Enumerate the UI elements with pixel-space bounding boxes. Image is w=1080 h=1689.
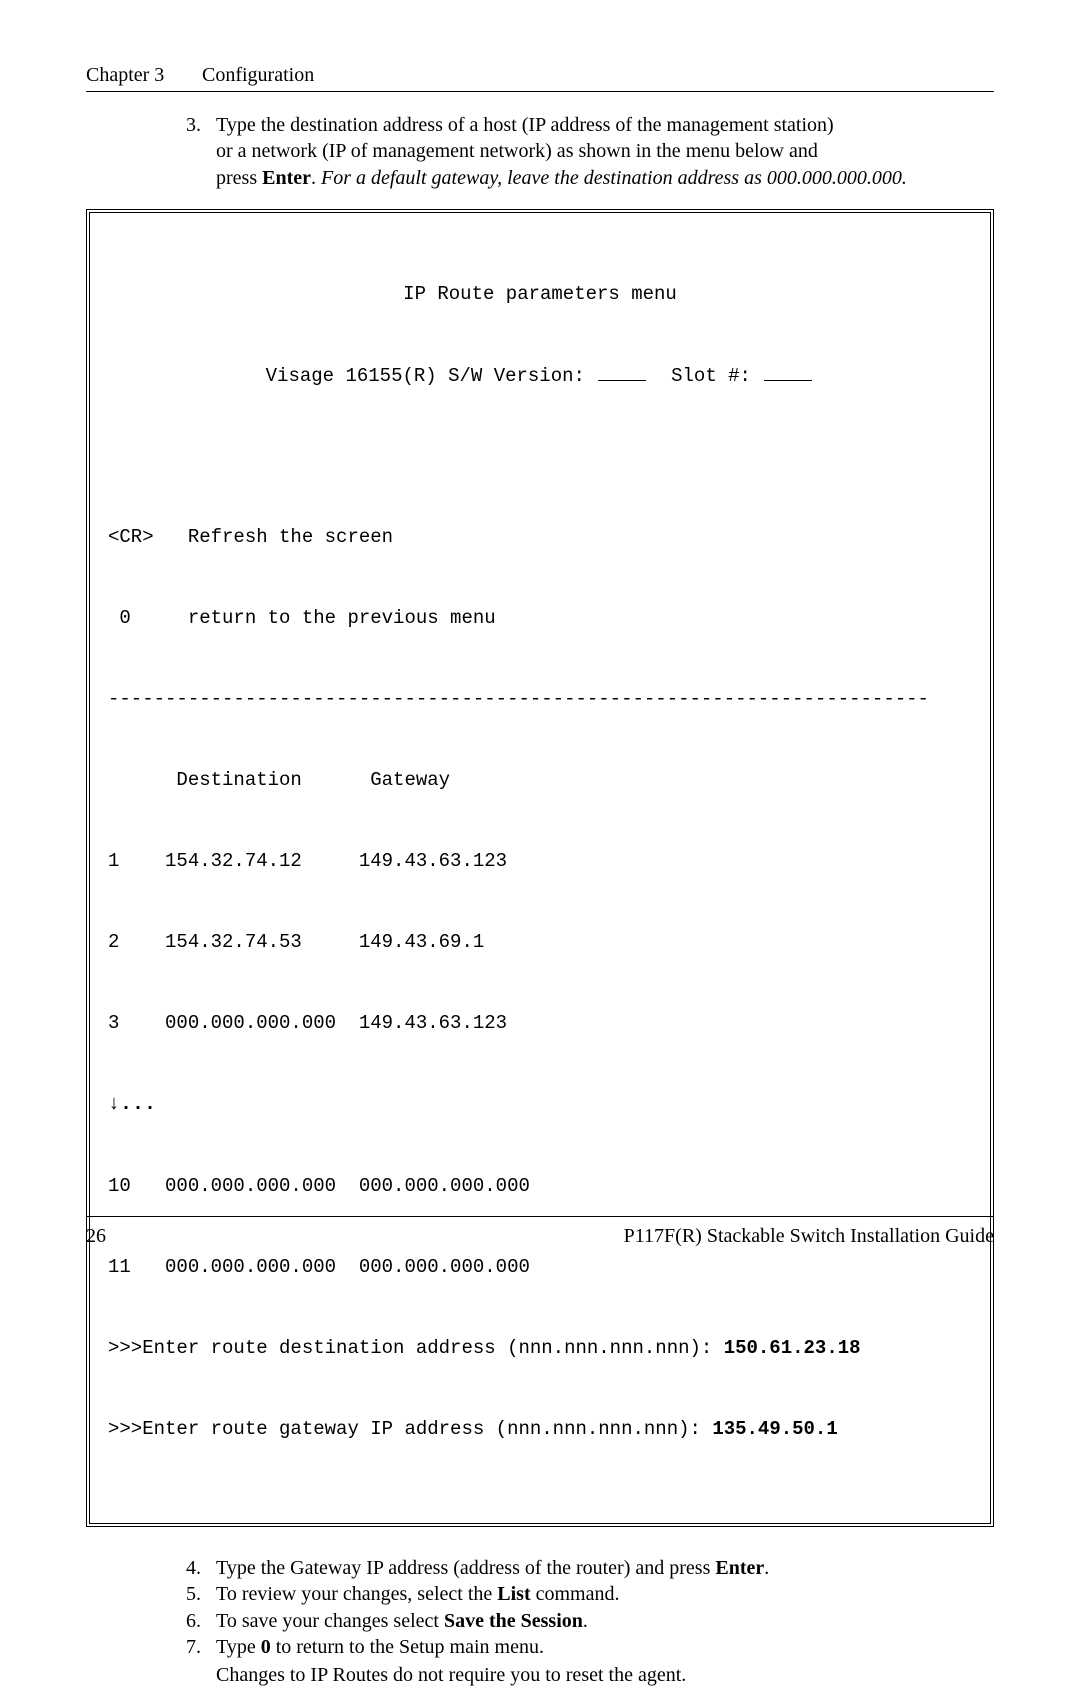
step-7: 7. Type 0 to return to the Setup main me… xyxy=(186,1634,994,1660)
terminal-subtitle: Visage 16155(R) S/W Version: Slot #: xyxy=(108,362,972,390)
step-4: 4. Type the Gateway IP address (address … xyxy=(186,1555,994,1581)
subtitle-part: Slot #: xyxy=(648,365,762,387)
prompt-text: >>>Enter route destination address (nnn.… xyxy=(108,1337,724,1359)
blank-line xyxy=(108,444,972,471)
text-line: Type the destination address of a host (… xyxy=(216,114,834,136)
step-5: 5. To review your changes, select the Li… xyxy=(186,1581,994,1607)
user-input: 150.61.23.18 xyxy=(724,1337,861,1359)
bold-text: List xyxy=(497,1583,530,1605)
steps-4-7: 4. Type the Gateway IP address (address … xyxy=(186,1555,994,1661)
page-footer: 26 P117F(R) Stackable Switch Installatio… xyxy=(86,1216,994,1248)
text: To save your changes select xyxy=(216,1610,444,1632)
step-number: 5. xyxy=(186,1581,216,1607)
step-number: 7. xyxy=(186,1634,216,1660)
text: command. xyxy=(531,1583,620,1605)
step-text: Type the Gateway IP address (address of … xyxy=(216,1555,994,1581)
route-row: 10 000.000.000.000 000.000.000.000 xyxy=(108,1173,972,1200)
divider-dashes: ----------------------------------------… xyxy=(108,686,972,713)
terminal-line: <CR> Refresh the screen xyxy=(108,524,972,551)
text: To review your changes, select the xyxy=(216,1583,497,1605)
blank-slot xyxy=(764,362,812,381)
step-number: 3. xyxy=(186,112,216,191)
text: Type xyxy=(216,1636,261,1658)
step-number: 4. xyxy=(186,1555,216,1581)
bold-enter: Enter xyxy=(262,167,311,189)
text: . xyxy=(583,1610,588,1632)
bold-text: 0 xyxy=(261,1636,271,1658)
text: . xyxy=(764,1557,769,1579)
italic-note: For a default gateway, leave the destina… xyxy=(321,167,907,189)
terminal-line: 0 return to the previous menu xyxy=(108,605,972,632)
step-6: 6. To save your changes select Save the … xyxy=(186,1608,994,1634)
route-row: 3 000.000.000.000 149.43.63.123 xyxy=(108,1010,972,1037)
route-row: 11 000.000.000.000 000.000.000.000 xyxy=(108,1254,972,1281)
bold-text: Save the Session xyxy=(444,1610,583,1632)
note-line: Changes to IP Routes do not require you … xyxy=(216,1662,994,1688)
subtitle-part: Visage 16155(R) S/W Version: xyxy=(266,365,597,387)
text-line: or a network (IP of management network) … xyxy=(216,140,818,162)
route-row: 2 154.32.74.53 149.43.69.1 xyxy=(108,929,972,956)
guide-title: P117F(R) Stackable Switch Installation G… xyxy=(624,1225,994,1248)
blank-slot xyxy=(598,362,646,381)
step-3: 3. Type the destination address of a hos… xyxy=(186,112,994,191)
text-line: . xyxy=(311,167,321,189)
prompt-line: >>>Enter route destination address (nnn.… xyxy=(108,1335,972,1362)
chapter-label: Chapter 3 xyxy=(86,64,202,87)
route-row: 1 154.32.74.12 149.43.63.123 xyxy=(108,848,972,875)
bold-text: Enter xyxy=(715,1557,764,1579)
chapter-title: Configuration xyxy=(202,64,314,87)
text: Type the Gateway IP address (address of … xyxy=(216,1557,715,1579)
user-input: 135.49.50.1 xyxy=(712,1418,837,1440)
step-text: Type the destination address of a host (… xyxy=(216,112,994,191)
step-number: 6. xyxy=(186,1608,216,1634)
page-number: 26 xyxy=(86,1225,106,1248)
text: to return to the Setup main menu. xyxy=(271,1636,544,1658)
prompt-text: >>>Enter route gateway IP address (nnn.n… xyxy=(108,1418,712,1440)
page-header: Chapter 3 Configuration xyxy=(86,64,994,92)
terminal-title: IP Route parameters menu xyxy=(108,281,972,308)
prompt-line: >>>Enter route gateway IP address (nnn.n… xyxy=(108,1416,972,1443)
step-text: To review your changes, select the List … xyxy=(216,1581,994,1607)
text-line: press xyxy=(216,167,262,189)
terminal-window: IP Route parameters menu Visage 16155(R)… xyxy=(86,209,994,1527)
arrow-down-icon: ↓... xyxy=(108,1091,972,1119)
page-content: Chapter 3 Configuration 3. Type the dest… xyxy=(86,64,994,1689)
step-text: Type 0 to return to the Setup main menu. xyxy=(216,1634,994,1660)
step-text: To save your changes select Save the Ses… xyxy=(216,1608,994,1634)
column-headers: Destination Gateway xyxy=(108,767,972,794)
